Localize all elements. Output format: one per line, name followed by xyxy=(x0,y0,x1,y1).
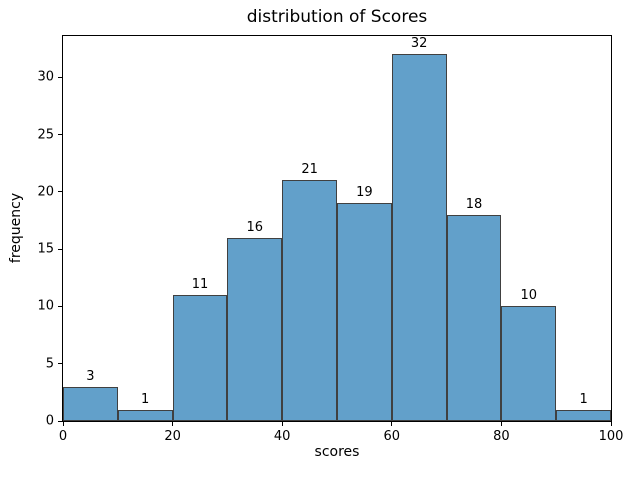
y-tick xyxy=(58,76,62,78)
x-tick-label: 20 xyxy=(164,429,181,444)
y-tick-label: 15 xyxy=(37,241,54,257)
x-tick-label: 40 xyxy=(273,429,291,444)
histogram-bar xyxy=(227,237,283,421)
histogram-bar xyxy=(117,409,173,421)
bar-value-label: 19 xyxy=(356,185,373,201)
bar-value-label: 1 xyxy=(579,391,588,407)
bar-value-label: 32 xyxy=(410,36,428,52)
bar-value-label: 21 xyxy=(301,162,318,178)
y-tick xyxy=(58,134,62,136)
histogram-bar xyxy=(172,294,228,421)
y-tick-label: 25 xyxy=(37,127,54,143)
y-tick-label: 20 xyxy=(37,184,54,200)
histogram-bar xyxy=(282,180,337,421)
bar-value-label: 18 xyxy=(465,196,483,212)
x-tick xyxy=(500,422,502,426)
histogram-bar xyxy=(501,306,557,421)
y-tick xyxy=(58,363,62,365)
y-tick-label: 10 xyxy=(37,298,54,314)
x-tick xyxy=(391,422,393,426)
y-tick-label: 5 xyxy=(45,356,54,372)
bar-value-label: 3 xyxy=(86,368,95,384)
y-tick xyxy=(58,305,62,307)
x-tick-label: 80 xyxy=(493,429,510,444)
bar-value-label: 10 xyxy=(520,288,538,304)
y-tick xyxy=(58,191,62,193)
x-tick-label: 100 xyxy=(598,429,624,444)
x-tick xyxy=(62,422,64,426)
x-tick xyxy=(172,422,174,426)
x-axis-label: scores xyxy=(314,444,360,460)
histogram-bar xyxy=(63,386,118,421)
y-tick-label: 30 xyxy=(37,69,54,85)
y-tick xyxy=(58,420,62,422)
y-axis-label: frequency xyxy=(8,192,24,264)
histogram-bar xyxy=(556,409,611,421)
histogram-bar xyxy=(446,214,502,421)
x-tick xyxy=(610,422,612,426)
y-tick xyxy=(58,248,62,250)
x-tick-label: 60 xyxy=(383,429,401,444)
bar-value-label: 11 xyxy=(191,276,209,292)
chart-title: distribution of Scores xyxy=(246,7,428,27)
bar-value-label: 16 xyxy=(246,219,264,235)
histogram-bar xyxy=(337,203,392,421)
x-tick xyxy=(281,422,283,426)
plot-area: 3 1 11 16 21 19 32 18 10 1 0 20 40 60 80 100 0 5 10 15 20 25 3… xyxy=(37,35,623,443)
y-tick-label: 0 xyxy=(45,413,54,429)
x-tick-label: 0 xyxy=(58,429,68,444)
bar-value-label: 1 xyxy=(141,391,150,407)
histogram-bar xyxy=(391,54,447,421)
